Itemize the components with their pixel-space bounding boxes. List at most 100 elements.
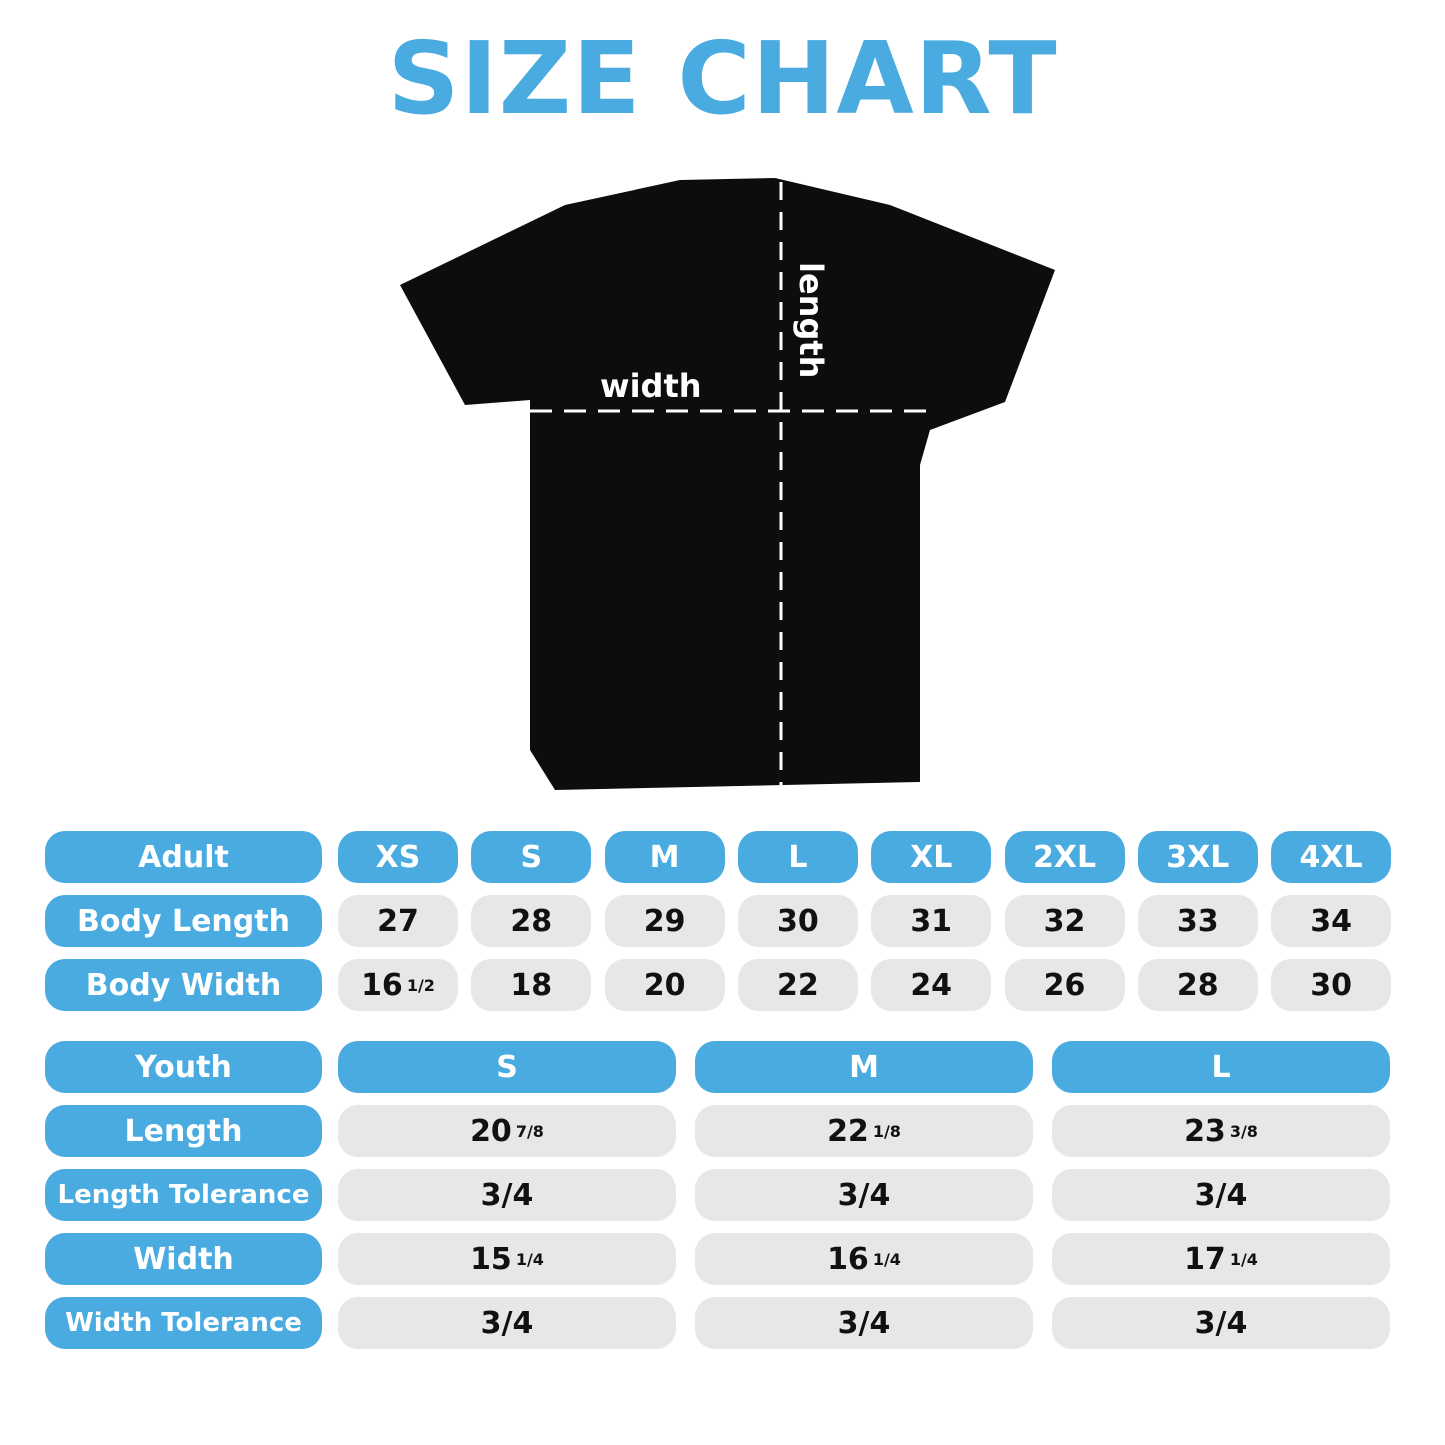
cell-text: 31	[910, 903, 953, 939]
value-cell: 29	[604, 895, 725, 947]
cell-fraction: 1/4	[1229, 1249, 1258, 1269]
value-cell: 18	[471, 959, 592, 1011]
value-cell: 20 7/8	[338, 1105, 676, 1157]
value-cell: 28	[471, 895, 592, 947]
size-header: L	[1052, 1041, 1390, 1093]
cell-text: Width	[133, 1241, 234, 1277]
value-cell: 30	[737, 895, 858, 947]
size-header: L	[737, 831, 858, 883]
size-header: 2XL	[1004, 831, 1125, 883]
value-cell: 32	[1004, 895, 1125, 947]
cell-text: L	[1211, 1049, 1231, 1085]
cell-text: 22	[777, 967, 819, 1003]
cell-text: 3/4	[480, 1305, 534, 1341]
size-header: M	[695, 1041, 1033, 1093]
size-header: XL	[871, 831, 992, 883]
value-cell: 22 1/8	[695, 1105, 1033, 1157]
cell-fraction: 3/8	[1229, 1121, 1258, 1141]
value-cell: 3/4	[1052, 1297, 1390, 1349]
value-cell: 31	[871, 895, 992, 947]
row-label: Body Width	[45, 959, 322, 1011]
cell-text: 20	[470, 1113, 512, 1149]
length-label: length	[792, 262, 830, 378]
size-header: XS	[338, 831, 458, 883]
cell-text: 3XL	[1166, 839, 1230, 875]
cell-text: S	[520, 839, 543, 875]
cell-text: 3/4	[480, 1177, 534, 1213]
cell-text: XS	[375, 839, 421, 875]
value-cell: 26	[1004, 959, 1125, 1011]
cell-text: 18	[510, 967, 553, 1003]
cell-text: M	[849, 1049, 879, 1085]
cell-text: 33	[1176, 903, 1219, 939]
row-label: Width	[45, 1233, 322, 1285]
cell-text: 3/4	[1194, 1177, 1248, 1213]
cell-text: 28	[1176, 967, 1219, 1003]
size-header: 4XL	[1271, 831, 1392, 883]
size-header: M	[604, 831, 725, 883]
cell-fraction: 1/8	[872, 1121, 901, 1141]
cell-text: 27	[377, 903, 419, 939]
cell-text: 30	[1310, 967, 1352, 1003]
value-cell: 27	[338, 895, 458, 947]
value-cell: 22	[737, 959, 858, 1011]
tshirt-illustration: width length	[400, 178, 1055, 790]
cell-text: 29	[643, 903, 686, 939]
cell-text: 17	[1184, 1241, 1226, 1277]
width-label: width	[600, 367, 702, 405]
youth-header-label: Youth	[45, 1041, 322, 1093]
value-cell: 33	[1137, 895, 1258, 947]
value-cell: 17 1/4	[1052, 1233, 1390, 1285]
value-cell: 23 3/8	[1052, 1105, 1390, 1157]
cell-text: Body Width	[85, 967, 282, 1003]
value-cell: 3/4	[695, 1297, 1033, 1349]
page-title: SIZE CHART	[387, 20, 1058, 137]
value-cell: 3/4	[338, 1169, 676, 1221]
value-cell: 28	[1137, 959, 1258, 1011]
cell-text: 32	[1043, 903, 1086, 939]
cell-text: M	[649, 839, 680, 875]
cell-text: 3/4	[837, 1305, 891, 1341]
cell-text: 16	[827, 1241, 869, 1277]
cell-text: 15	[470, 1241, 512, 1277]
cell-text: Youth	[135, 1049, 232, 1085]
row-label: Length Tolerance	[45, 1169, 322, 1221]
cell-text: 2XL	[1032, 839, 1097, 875]
row-label: Length	[45, 1105, 322, 1157]
value-cell: 3/4	[338, 1297, 676, 1349]
tshirt-shape	[400, 178, 1055, 790]
value-cell: 3/4	[1052, 1169, 1390, 1221]
cell-text: Body Length	[77, 903, 290, 939]
cell-text: 30	[777, 903, 819, 939]
value-cell: 34	[1271, 895, 1392, 947]
cell-text: 26	[1043, 967, 1086, 1003]
cell-text: XL	[910, 839, 953, 875]
cell-text: Width Tolerance	[65, 1308, 302, 1338]
cell-text: S	[496, 1049, 518, 1085]
cell-text: Length Tolerance	[57, 1180, 310, 1210]
cell-fraction: 7/8	[515, 1121, 544, 1141]
value-cell: 16 1/4	[695, 1233, 1033, 1285]
value-cell: 3/4	[695, 1169, 1033, 1221]
size-header: 3XL	[1137, 831, 1258, 883]
cell-text: 34	[1310, 903, 1352, 939]
cell-text: 23	[1184, 1113, 1226, 1149]
cell-text: 3/4	[837, 1177, 891, 1213]
cell-fraction: 1/2	[406, 975, 435, 995]
cell-text: 20	[643, 967, 686, 1003]
cell-text: Length	[124, 1113, 243, 1149]
size-header: S	[471, 831, 592, 883]
value-cell: 30	[1271, 959, 1392, 1011]
row-label: Body Length	[45, 895, 322, 947]
cell-text: 24	[910, 967, 953, 1003]
value-cell: 16 1/2	[338, 959, 458, 1011]
cell-fraction: 1/4	[515, 1249, 544, 1269]
value-cell: 15 1/4	[338, 1233, 676, 1285]
cell-fraction: 1/4	[872, 1249, 901, 1269]
value-cell: 20	[604, 959, 725, 1011]
row-label: Width Tolerance	[45, 1297, 322, 1349]
adult-header-label: Adult	[45, 831, 322, 883]
cell-text: Adult	[138, 839, 229, 875]
cell-text: 3/4	[1194, 1305, 1248, 1341]
value-cell: 24	[871, 959, 992, 1011]
